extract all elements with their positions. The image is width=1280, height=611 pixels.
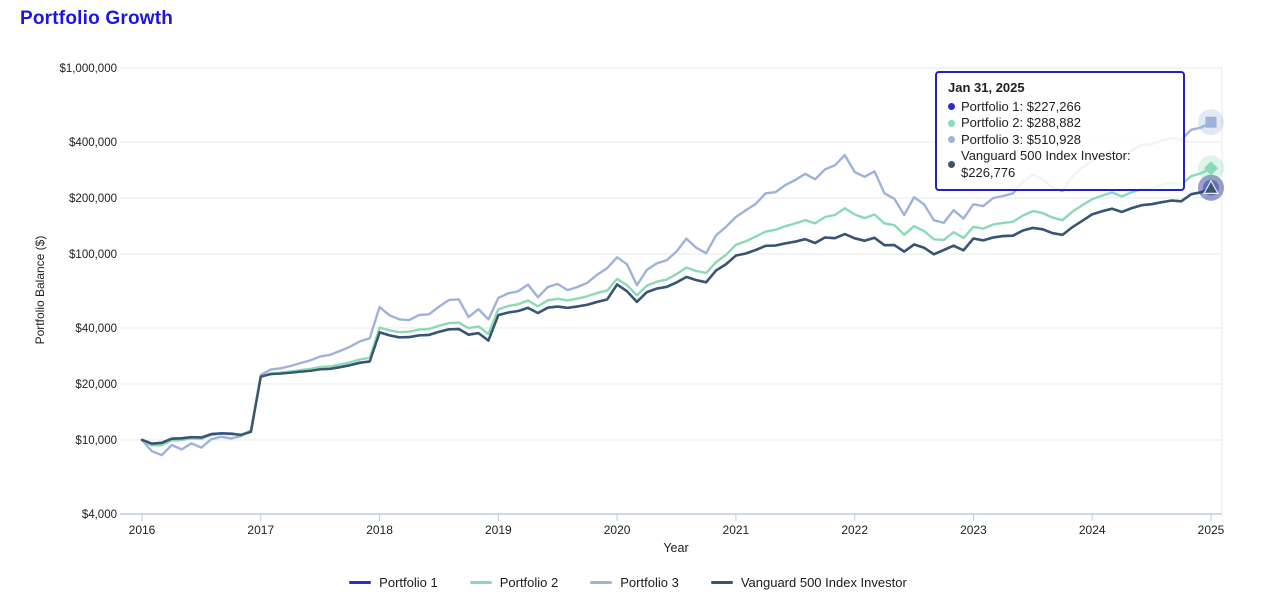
legend-item-vanguard[interactable]: Vanguard 500 Index Investor bbox=[710, 575, 907, 590]
legend-item-portfolio-1[interactable]: Portfolio 1 bbox=[349, 575, 438, 590]
legend-label: Vanguard 500 Index Investor bbox=[740, 575, 907, 590]
x-tick-label: 2019 bbox=[485, 523, 512, 537]
x-tick-label: 2025 bbox=[1198, 523, 1225, 537]
square-marker-icon bbox=[1205, 116, 1217, 128]
series-line-portfolio-1[interactable] bbox=[140, 186, 1213, 445]
tooltip-row: Portfolio 2: $288,882 bbox=[948, 115, 1172, 132]
y-tick-label: $20,000 bbox=[75, 379, 117, 391]
y-tick-label: $10,000 bbox=[75, 435, 117, 447]
portfolio-1-dot-icon bbox=[948, 103, 955, 111]
tooltip-row-text: Portfolio 3: $510,928 bbox=[961, 131, 1081, 147]
x-tick-label: 2018 bbox=[366, 523, 393, 537]
x-tick-label: 2022 bbox=[841, 523, 868, 537]
x-tick-label: 2024 bbox=[1079, 523, 1106, 537]
y-axis-title: Portfolio Balance ($) bbox=[33, 235, 47, 345]
portfolio-3-dot-icon bbox=[948, 136, 955, 144]
tooltip-row-text: Portfolio 2: $288,882 bbox=[961, 115, 1081, 130]
tooltip-date: Jan 31, 2025 bbox=[948, 80, 1025, 95]
y-tick-label: $400,000 bbox=[69, 137, 117, 149]
y-tick-label: $40,000 bbox=[75, 323, 117, 335]
y-tick-label: $4,000 bbox=[82, 509, 117, 521]
y-tick-label: $1,000,000 bbox=[59, 63, 117, 75]
chart-legend: Portfolio 1 Portfolio 2 Portfolio 3 Vang… bbox=[0, 575, 1256, 590]
x-tick-label: 2020 bbox=[604, 523, 631, 537]
legend-label: Portfolio 3 bbox=[620, 575, 679, 590]
y-tick-label: $100,000 bbox=[69, 249, 117, 261]
legend-item-portfolio-3[interactable]: Portfolio 3 bbox=[590, 575, 679, 590]
tooltip-row: Vanguard 500 Index Investor: $226,776 bbox=[948, 148, 1172, 181]
diamond-marker-icon bbox=[1203, 161, 1219, 176]
x-tick-label: 2017 bbox=[247, 523, 274, 537]
tooltip-row: Portfolio 1: $227,266 bbox=[948, 99, 1172, 116]
tooltip-row-text: Vanguard 500 Index Investor: $226,776 bbox=[961, 148, 1131, 180]
x-tick-label: 2023 bbox=[960, 523, 987, 537]
x-tick-label: 2021 bbox=[723, 523, 750, 537]
line-swatch-icon bbox=[590, 581, 613, 584]
legend-label: Portfolio 1 bbox=[379, 575, 438, 590]
portfolio-2-dot-icon bbox=[948, 119, 955, 127]
triangle-marker-icon bbox=[1202, 179, 1220, 194]
x-axis-title: Year bbox=[663, 541, 689, 555]
series-line-portfolio-2[interactable] bbox=[140, 167, 1213, 447]
line-swatch-icon bbox=[349, 581, 372, 584]
x-tick-label: 2016 bbox=[129, 523, 156, 537]
series-line-vanguard-500-index-investor[interactable] bbox=[140, 186, 1213, 445]
line-swatch-icon bbox=[710, 581, 733, 584]
line-swatch-icon bbox=[469, 581, 492, 584]
tooltip-row-text: Portfolio 1: $227,266 bbox=[961, 98, 1081, 114]
legend-label: Portfolio 2 bbox=[499, 575, 559, 590]
y-tick-label: $200,000 bbox=[69, 193, 117, 205]
chart-tooltip: Jan 31, 2025 Portfolio 1: $227,266 Portf… bbox=[935, 71, 1185, 191]
tooltip-row: Portfolio 3: $510,928 bbox=[948, 132, 1172, 149]
vanguard-dot-icon bbox=[948, 161, 955, 168]
legend-item-portfolio-2[interactable]: Portfolio 2 bbox=[469, 575, 559, 590]
page-title: Portfolio Growth bbox=[20, 8, 174, 29]
